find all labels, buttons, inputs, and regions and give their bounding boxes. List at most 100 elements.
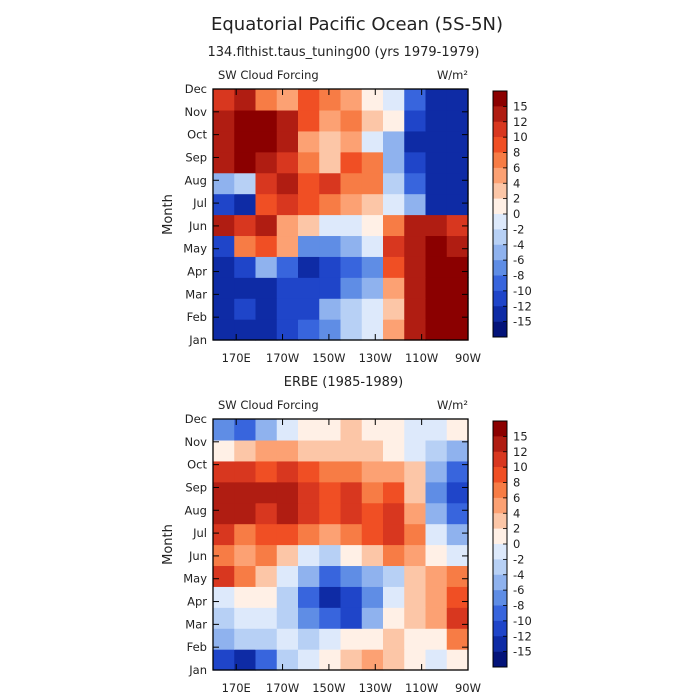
heatmap-cells bbox=[213, 419, 469, 671]
y-tick-label: Mar bbox=[185, 287, 207, 301]
x-tick-label: 170E bbox=[222, 681, 251, 695]
heatmap-cell bbox=[255, 319, 278, 341]
heatmap-cell bbox=[298, 151, 320, 174]
colorbar-swatch bbox=[493, 651, 507, 668]
heatmap-cell bbox=[234, 109, 257, 132]
y-tick-label: May bbox=[183, 572, 207, 586]
heatmap-cell bbox=[298, 460, 320, 483]
heatmap-cell bbox=[404, 109, 427, 132]
y-tick-label: Apr bbox=[187, 595, 207, 609]
heatmap-cell bbox=[361, 565, 384, 587]
heatmap-cell bbox=[361, 607, 384, 629]
heatmap-cell bbox=[255, 565, 278, 587]
y-tick-label: Feb bbox=[187, 310, 207, 324]
heatmap-cell bbox=[340, 109, 363, 132]
colorbar-label: 10 bbox=[513, 130, 528, 144]
x-tick-label: 150W bbox=[312, 351, 345, 365]
y-tick-label: Jul bbox=[192, 196, 207, 210]
y-tick-label: Dec bbox=[185, 82, 207, 96]
y-tick-label: Jun bbox=[188, 219, 207, 233]
heatmap-cell bbox=[234, 130, 257, 153]
colorbar-swatch bbox=[493, 321, 507, 338]
heatmap-cell bbox=[213, 544, 235, 567]
heatmap-cell bbox=[340, 151, 363, 174]
heatmap-cell bbox=[213, 319, 235, 341]
colorbar-swatch bbox=[493, 544, 507, 560]
heatmap-cell bbox=[298, 214, 320, 237]
colorbar-label: 2 bbox=[513, 192, 520, 206]
heatmap-cell bbox=[446, 419, 469, 441]
heatmap-cell bbox=[255, 256, 278, 278]
heatmap-cell bbox=[276, 649, 299, 671]
colorbar-label: -15 bbox=[513, 645, 532, 659]
heatmap-cell bbox=[298, 109, 320, 132]
heatmap-cell bbox=[234, 419, 257, 441]
y-tick-label: Nov bbox=[185, 105, 208, 119]
heatmap-cells bbox=[213, 89, 469, 341]
heatmap-cell bbox=[446, 607, 469, 629]
heatmap-cell bbox=[361, 523, 384, 546]
heatmap-cell bbox=[255, 109, 278, 132]
colorbar-label: -4 bbox=[513, 568, 524, 582]
heatmap-cell bbox=[276, 277, 299, 299]
colorbar-label: -2 bbox=[513, 222, 524, 236]
heatmap-cell bbox=[298, 89, 320, 111]
y-tick-label: Apr bbox=[187, 265, 207, 279]
heatmap-cell bbox=[361, 151, 384, 174]
heatmap-cell bbox=[425, 319, 448, 341]
heatmap-cell bbox=[255, 193, 278, 216]
heatmap-cell bbox=[213, 649, 235, 671]
heatmap-cell bbox=[213, 628, 235, 650]
colorbar-swatch bbox=[493, 198, 507, 215]
heatmap-cell bbox=[340, 298, 363, 320]
heatmap-cell bbox=[276, 109, 299, 132]
colorbar-label: 0 bbox=[513, 207, 520, 221]
colorbar-swatch bbox=[493, 275, 507, 292]
heatmap-cell bbox=[361, 319, 384, 341]
y-tick-label: Sep bbox=[185, 480, 207, 494]
heatmap-cell bbox=[446, 565, 469, 587]
y-tick-label: Feb bbox=[187, 640, 207, 654]
heatmap-cell bbox=[255, 214, 278, 237]
heatmap-cell bbox=[319, 235, 342, 257]
heatmap-cell bbox=[319, 544, 342, 567]
colorbar-swatch bbox=[493, 91, 507, 107]
heatmap-cell bbox=[213, 130, 235, 153]
heatmap-cell bbox=[255, 628, 278, 650]
heatmap-cell bbox=[234, 586, 257, 608]
heatmap-cell bbox=[383, 523, 405, 546]
heatmap-cell bbox=[319, 256, 342, 278]
heatmap-cell bbox=[276, 628, 299, 650]
heatmap-cell bbox=[298, 649, 320, 671]
colorbar-label: -2 bbox=[513, 552, 524, 566]
heatmap-cell bbox=[361, 172, 384, 195]
heatmap-cell bbox=[213, 607, 235, 629]
heatmap-cell bbox=[319, 607, 342, 629]
y-tick-label: Oct bbox=[187, 458, 207, 472]
heatmap-cell bbox=[298, 607, 320, 629]
heatmap-cell bbox=[340, 481, 363, 504]
heatmap-cell bbox=[255, 235, 278, 257]
colorbar-label: -12 bbox=[513, 629, 532, 643]
x-tick-label: 130W bbox=[359, 351, 392, 365]
heatmap-cell bbox=[340, 214, 363, 237]
heatmap-cell bbox=[234, 565, 257, 587]
heatmap-cell bbox=[255, 277, 278, 299]
x-tick-label: 150W bbox=[312, 681, 345, 695]
heatmap-cell bbox=[234, 256, 257, 278]
heatmap-cell bbox=[425, 89, 448, 111]
colorbar-label: 8 bbox=[513, 146, 520, 160]
heatmap-cell bbox=[383, 439, 405, 462]
heatmap-cell bbox=[404, 502, 427, 525]
heatmap-cell bbox=[404, 544, 427, 567]
heatmap-cell bbox=[340, 586, 363, 608]
heatmap-cell bbox=[319, 419, 342, 441]
heatmap-cell bbox=[298, 565, 320, 587]
heatmap-cell bbox=[255, 151, 278, 174]
heatmap-cell bbox=[276, 439, 299, 462]
x-tick-label: 170W bbox=[266, 681, 299, 695]
heatmap-cell bbox=[361, 89, 384, 111]
heatmap-cell bbox=[213, 586, 235, 608]
units-label: W/m² bbox=[437, 68, 468, 82]
